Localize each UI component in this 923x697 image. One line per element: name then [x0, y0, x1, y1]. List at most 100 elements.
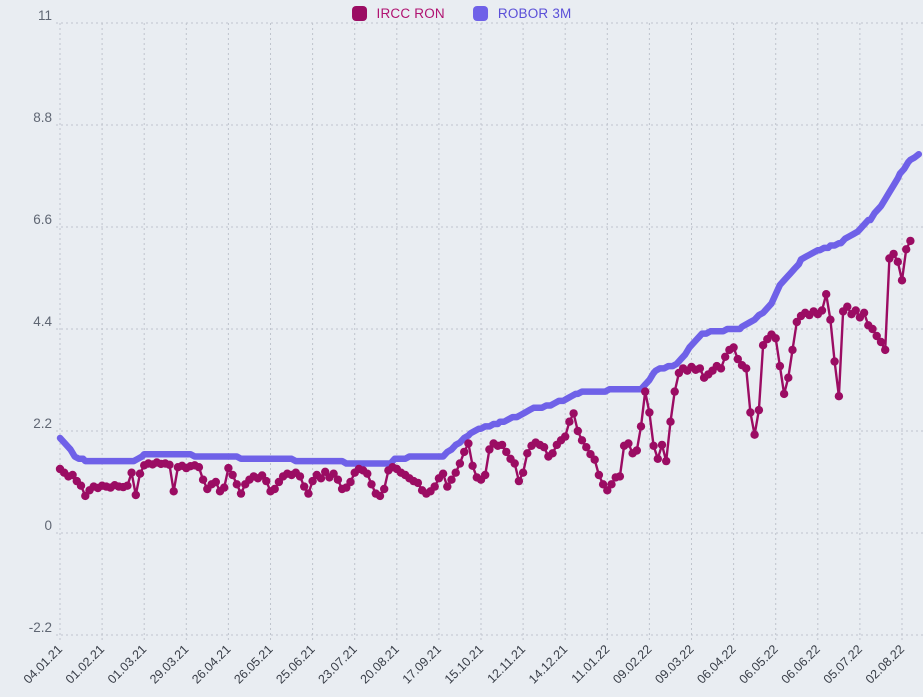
series-ircc-ron-marker [228, 470, 237, 480]
series-ircc-ron-marker [329, 469, 338, 478]
series-ircc-ron-marker [746, 408, 755, 417]
series-ircc-ron-marker [198, 475, 208, 484]
x-tick-label: 25.06.21 [273, 642, 317, 686]
series-ircc-ron-marker [131, 490, 140, 500]
series-ircc-ron-marker [346, 477, 355, 487]
x-tick-label: 26.05.21 [231, 642, 275, 686]
series-ircc-ron-marker [889, 249, 898, 259]
series-ircc-ron-marker [754, 405, 764, 415]
series-ircc-ron-marker [817, 306, 827, 315]
x-tick-label: 29.03.21 [147, 642, 191, 686]
series-ircc-ron-marker [539, 443, 549, 452]
series-ircc-ron-marker [653, 454, 662, 463]
y-tick-label: 11 [38, 8, 52, 23]
x-tick-label: 15.10.21 [442, 642, 486, 686]
x-tick-label: 05.07.22 [821, 642, 865, 686]
series-ircc-ron-marker [333, 475, 343, 484]
series-ircc-ron-marker [598, 480, 608, 489]
series-ircc-ron-marker [670, 387, 679, 396]
series-ircc-ron-marker [721, 352, 730, 361]
x-tick-label: 23.07.21 [316, 642, 360, 686]
x-tick-label: 17.09.21 [400, 642, 444, 686]
series-ircc-ron-marker [236, 489, 246, 498]
y-tick-label: 0 [44, 518, 52, 533]
series-ircc-ron-marker [375, 491, 385, 501]
legend-label-ircc-ron: IRCC RON [376, 6, 445, 21]
series-ircc-ron-marker [451, 468, 460, 477]
series-ircc-ron-marker [367, 480, 376, 489]
series-ircc-ron-marker [716, 364, 726, 373]
series-ircc-ron-marker [502, 447, 511, 457]
x-tick-label: 20.08.21 [358, 642, 402, 686]
series-ircc-ron-marker [518, 468, 528, 477]
series-ircc-ron-marker [304, 489, 313, 498]
series-ircc-ron-marker [76, 481, 86, 490]
x-tick-label: 09.02.22 [610, 642, 654, 686]
series-ircc-ron-marker [523, 449, 532, 458]
series-ircc-ron-marker [68, 470, 77, 480]
series-ircc-ron-marker [447, 475, 456, 484]
series-ircc-ron-marker [413, 478, 423, 488]
series-ircc-ron-marker [262, 476, 271, 486]
x-tick-label: 04.01.21 [21, 642, 65, 686]
series-ircc-ron-marker [902, 245, 911, 254]
series-ircc-ron-marker [750, 430, 759, 439]
series-ircc-ron-marker [834, 392, 844, 401]
series-ircc-ron-marker [906, 236, 915, 246]
series-ircc-ron-marker [165, 460, 174, 469]
series-ircc-ron-marker [569, 409, 578, 418]
series-ircc-ron-marker [443, 482, 452, 491]
legend-item-robor-3m[interactable]: ROBOR 3M [472, 6, 572, 21]
series-ircc-ron-marker [548, 449, 557, 458]
legend-swatch-robor-3m [472, 6, 488, 21]
series-ircc-ron-marker [624, 439, 633, 448]
series-ircc-ron-marker [316, 474, 326, 483]
y-tick-label: 4.4 [33, 314, 52, 329]
series-ircc-ron-marker [123, 481, 132, 490]
x-tick-label: 09.03.22 [652, 642, 696, 686]
y-tick-label: 8.8 [33, 110, 52, 125]
series-ircc-ron-marker [843, 302, 852, 311]
series-ircc-ron-marker [636, 422, 646, 431]
series-ircc-ron-marker [830, 357, 839, 366]
series-ircc-ron-marker [788, 345, 797, 355]
series-ircc-ron-marker [232, 480, 241, 489]
series-ircc-ron-marker [893, 257, 902, 266]
series-ircc-ron-marker [438, 469, 448, 478]
series-ircc-ron-marker [308, 476, 317, 486]
series-ircc-ron-marker [859, 308, 869, 317]
x-tick-label: 06.06.22 [779, 642, 823, 686]
series-ircc-ron-marker [594, 470, 604, 480]
series-ircc-ron-marker [695, 364, 705, 373]
x-tick-label: 02.08.22 [863, 642, 907, 686]
series-ircc-ron-marker [510, 459, 519, 468]
legend-swatch-ircc-ron [351, 6, 367, 21]
series-ircc-ron-marker [300, 482, 309, 491]
series-ircc-ron-marker [657, 440, 667, 450]
series-ircc-ron-marker [607, 480, 616, 489]
series-ircc-ron-marker [590, 455, 599, 464]
series-ircc-ron-marker [270, 484, 279, 494]
x-tick-label: 14.12.21 [526, 642, 570, 686]
y-tick-label: 6.6 [33, 212, 52, 227]
series-robor-3m-line [56, 150, 923, 467]
series-ircc-ron-marker [460, 447, 469, 457]
series-ircc-ron-marker [826, 315, 835, 324]
series-ircc-ron-marker [363, 469, 372, 478]
series-ircc-ron-marker [868, 324, 877, 334]
legend-item-ircc-ron[interactable]: IRCC RON [351, 6, 445, 21]
series-ircc-ron-marker [577, 436, 587, 445]
series-ircc-ron-marker [666, 417, 675, 426]
series-ircc-ron-marker [822, 290, 831, 299]
series-ircc-ron-marker [876, 337, 886, 347]
series-ircc-ron-marker [632, 446, 641, 455]
series-ircc-ron-marker [649, 441, 658, 450]
series-ircc-ron-marker [497, 440, 507, 450]
series-ircc-ron-marker [514, 476, 524, 486]
x-tick-label: 26.04.21 [189, 642, 233, 686]
series-ircc-ron-marker [455, 459, 465, 468]
series-ircc-ron-marker [573, 426, 582, 436]
series-ircc-ron-marker [641, 387, 650, 396]
series-ircc-ron-marker [135, 469, 145, 478]
